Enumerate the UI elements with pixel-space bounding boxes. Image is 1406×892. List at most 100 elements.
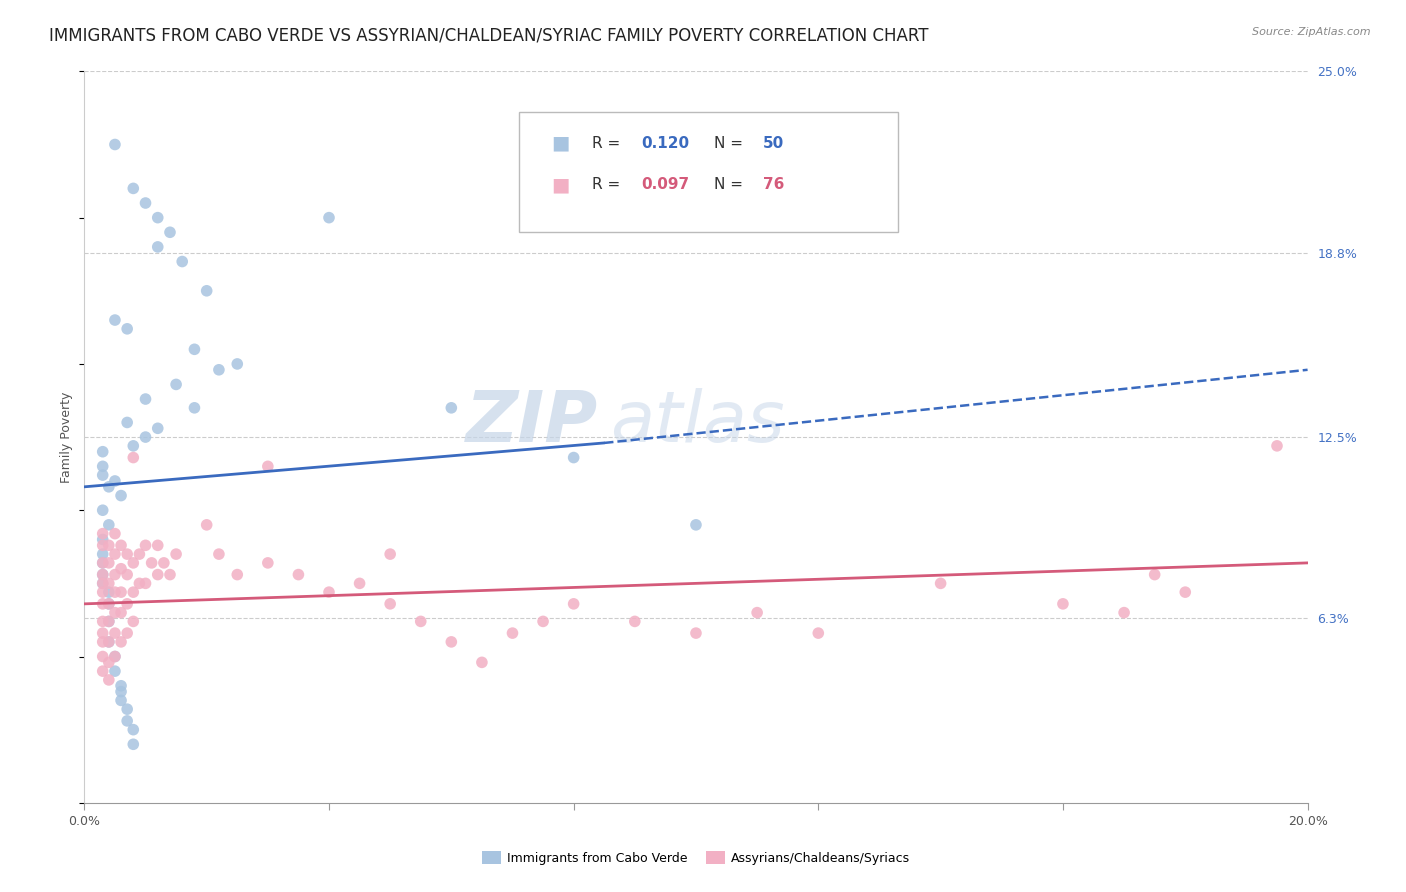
Point: [685, 517, 707, 532]
Point: [91, 576, 114, 591]
Point: [141, 556, 163, 570]
Point: [747, 606, 769, 620]
Point: [287, 567, 309, 582]
Point: [115, 416, 138, 430]
Point: [91, 444, 114, 458]
Point: [122, 615, 145, 629]
Point: [122, 737, 145, 751]
Point: [135, 576, 157, 591]
Point: [97, 635, 120, 649]
Point: [562, 450, 585, 465]
Point: [91, 547, 114, 561]
Point: [91, 597, 114, 611]
Point: [624, 615, 647, 629]
Point: [91, 468, 114, 483]
Point: [562, 597, 585, 611]
Point: [1052, 597, 1074, 611]
Point: [110, 679, 132, 693]
Point: [91, 556, 114, 570]
Point: [122, 450, 145, 465]
Y-axis label: Family Poverty: Family Poverty: [59, 392, 73, 483]
Point: [91, 576, 114, 591]
Point: [208, 547, 231, 561]
Text: ■: ■: [551, 175, 569, 194]
Point: [135, 538, 157, 552]
Point: [1114, 606, 1136, 620]
Point: [110, 635, 132, 649]
Legend: Immigrants from Cabo Verde, Assyrians/Chaldeans/Syriacs: Immigrants from Cabo Verde, Assyrians/Ch…: [477, 847, 915, 870]
Text: atlas: atlas: [610, 388, 785, 457]
Point: [409, 615, 432, 629]
Point: [257, 459, 280, 474]
Point: [110, 606, 132, 620]
Point: [165, 377, 187, 392]
Point: [195, 517, 218, 532]
Point: [104, 547, 127, 561]
Point: [165, 547, 187, 561]
Point: [104, 649, 127, 664]
Point: [91, 635, 114, 649]
Point: [91, 538, 114, 552]
Point: [146, 421, 169, 435]
Point: [91, 626, 114, 640]
Point: [115, 714, 138, 728]
Point: [531, 615, 554, 629]
Point: [122, 723, 145, 737]
Point: [128, 576, 150, 591]
Point: [115, 626, 138, 640]
Text: ■: ■: [551, 134, 569, 153]
Text: IMMIGRANTS FROM CABO VERDE VS ASSYRIAN/CHALDEAN/SYRIAC FAMILY POVERTY CORRELATIO: IMMIGRANTS FROM CABO VERDE VS ASSYRIAN/C…: [49, 27, 929, 45]
Point: [115, 702, 138, 716]
Point: [195, 284, 218, 298]
Point: [91, 567, 114, 582]
Point: [97, 597, 120, 611]
Point: [380, 597, 402, 611]
Point: [97, 576, 120, 591]
Text: Source: ZipAtlas.com: Source: ZipAtlas.com: [1253, 27, 1371, 37]
Point: [110, 562, 132, 576]
Point: [172, 254, 194, 268]
Point: [110, 693, 132, 707]
Point: [146, 538, 169, 552]
Point: [349, 576, 371, 591]
Point: [104, 313, 127, 327]
Point: [104, 474, 127, 488]
Point: [110, 489, 132, 503]
Point: [153, 556, 176, 570]
Point: [104, 585, 127, 599]
Point: [146, 240, 169, 254]
Point: [135, 392, 157, 406]
Text: R =: R =: [592, 136, 626, 151]
Point: [97, 538, 120, 552]
Text: 0.120: 0.120: [641, 136, 689, 151]
Point: [115, 322, 138, 336]
Point: [128, 547, 150, 561]
Point: [97, 615, 120, 629]
Text: 76: 76: [763, 178, 785, 193]
Text: 0.097: 0.097: [641, 178, 689, 193]
Point: [104, 664, 127, 678]
Point: [257, 556, 280, 570]
Point: [110, 538, 132, 552]
Point: [97, 656, 120, 670]
Point: [318, 585, 340, 599]
Point: [115, 547, 138, 561]
Point: [97, 615, 120, 629]
Point: [685, 626, 707, 640]
Point: [183, 343, 205, 357]
Point: [110, 585, 132, 599]
Point: [91, 459, 114, 474]
Point: [104, 626, 127, 640]
Point: [159, 225, 181, 239]
Point: [97, 480, 120, 494]
Point: [380, 547, 402, 561]
Point: [135, 430, 157, 444]
Point: [122, 585, 145, 599]
Point: [104, 137, 127, 152]
Point: [91, 503, 114, 517]
Point: [97, 556, 120, 570]
Point: [1265, 439, 1288, 453]
Point: [91, 649, 114, 664]
Point: [110, 684, 132, 698]
Point: [929, 576, 952, 591]
